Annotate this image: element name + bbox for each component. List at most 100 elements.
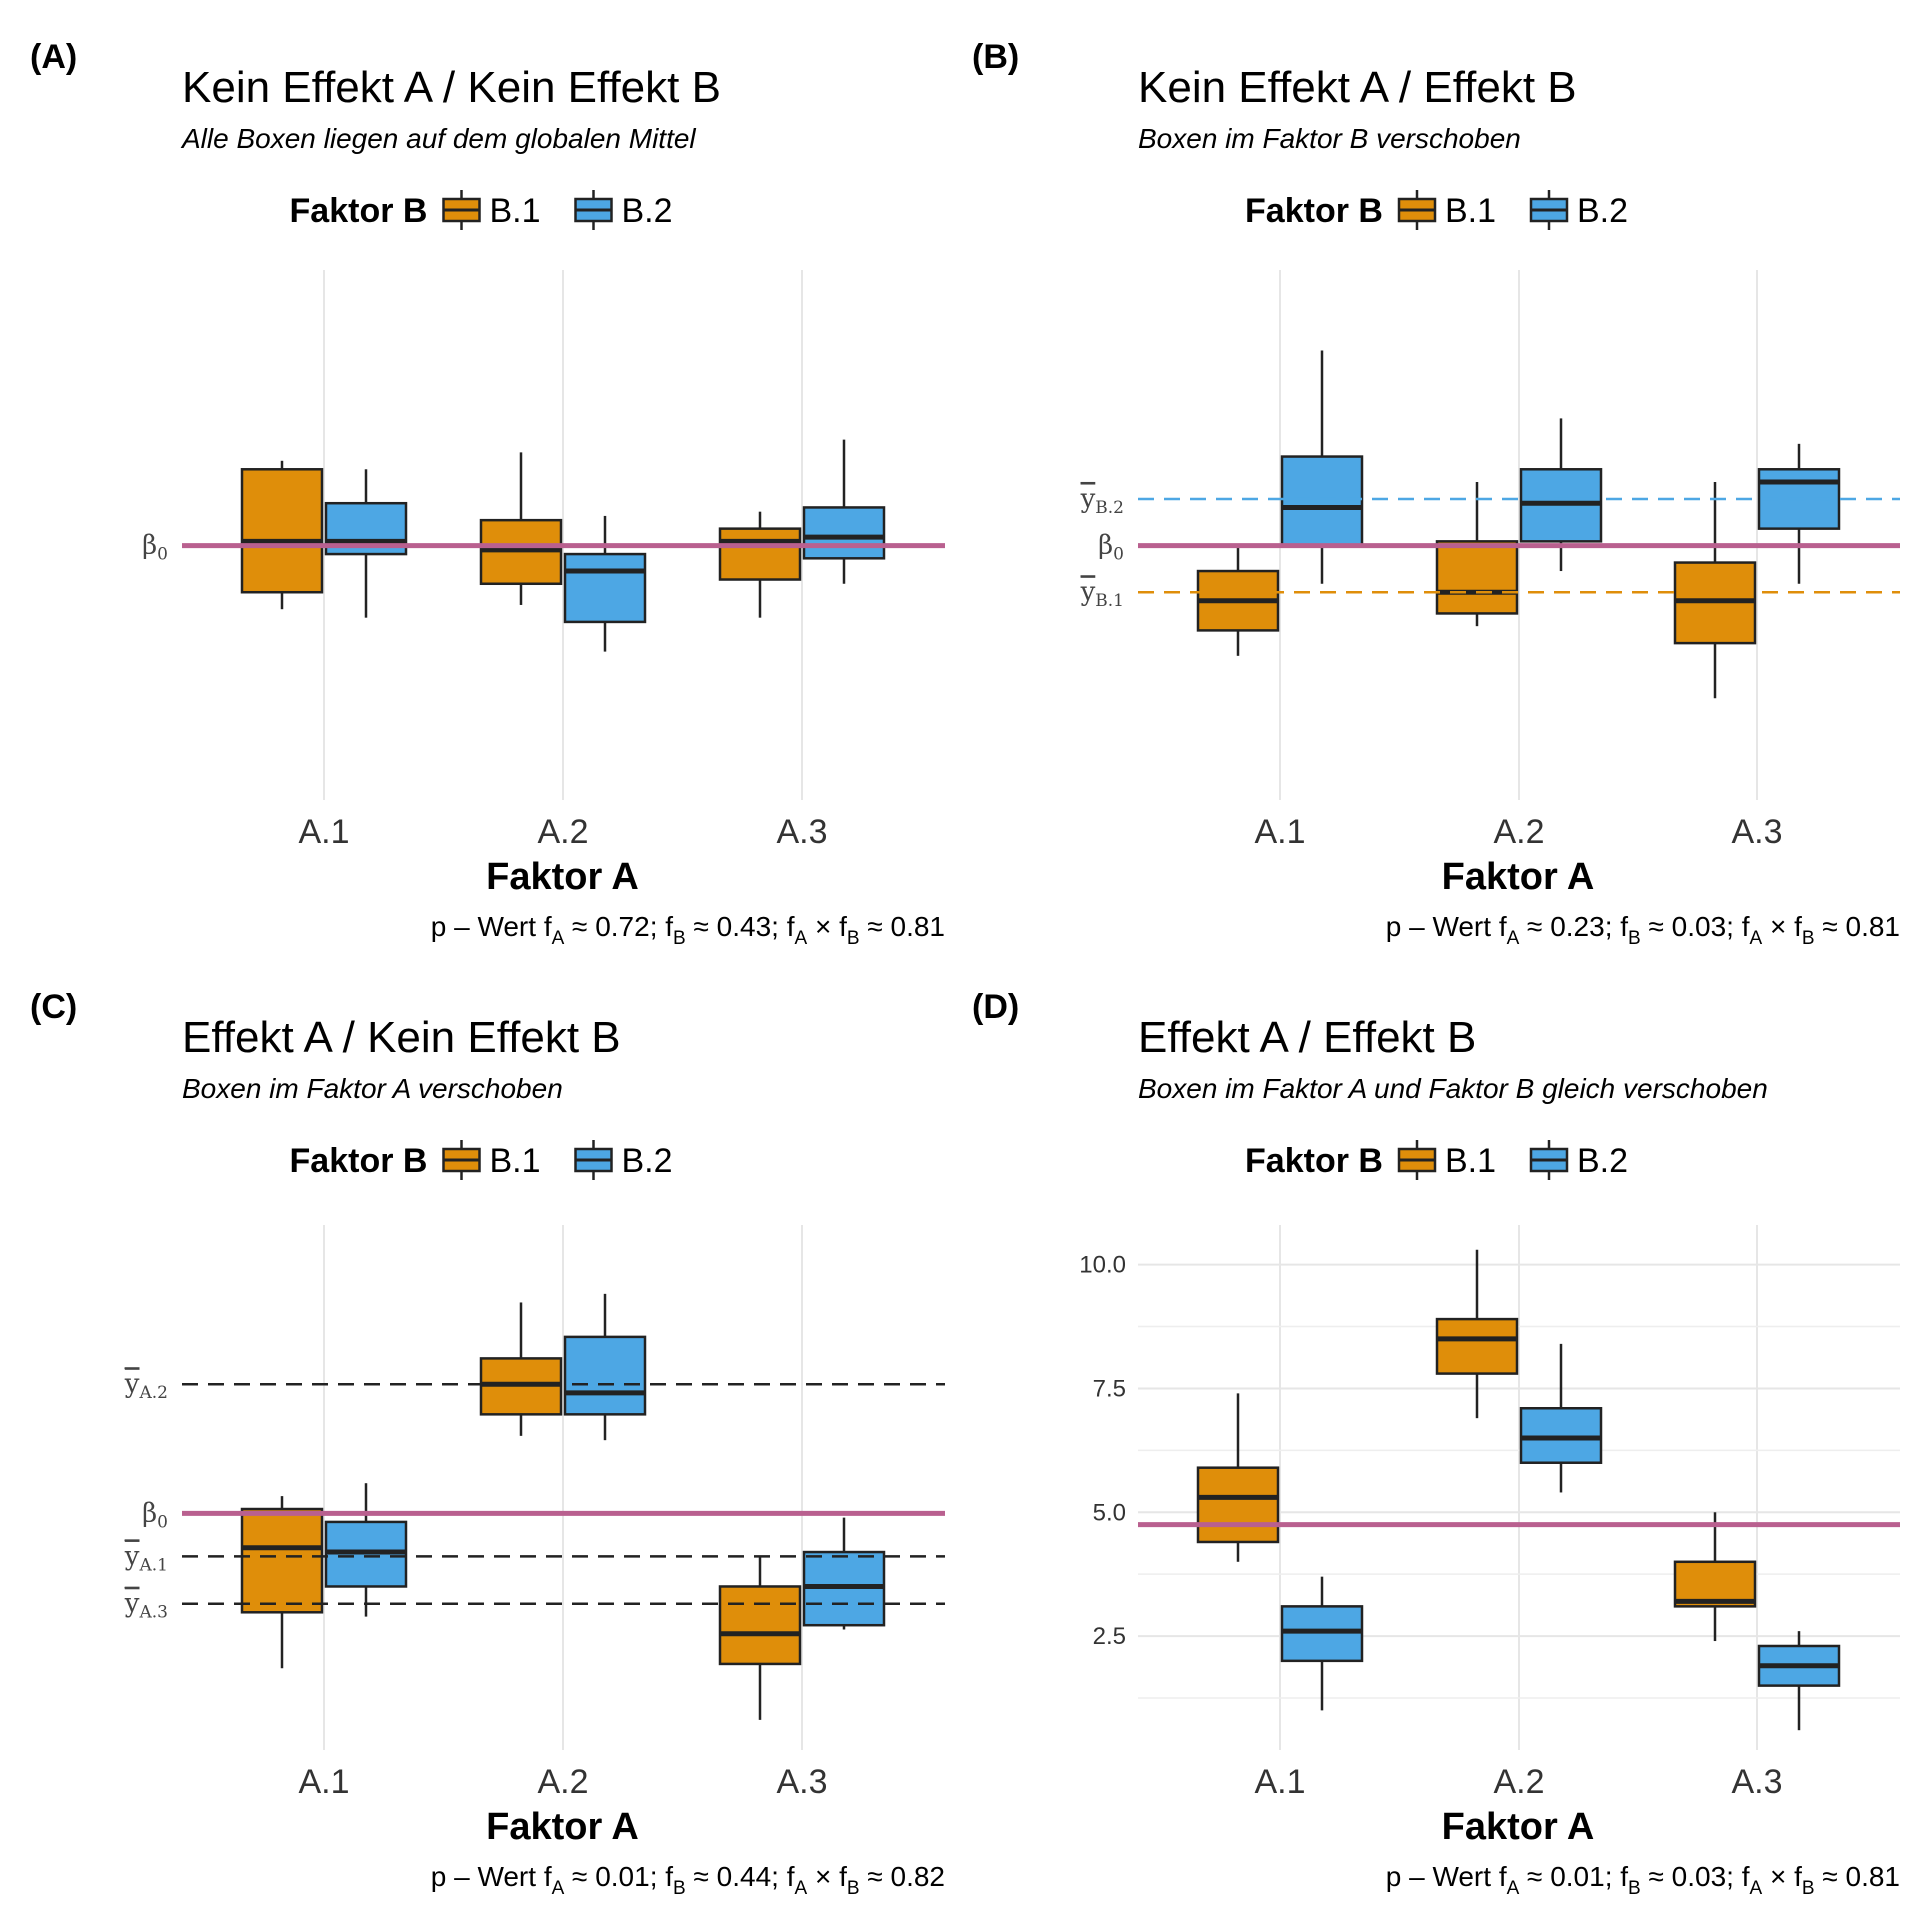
x-tick-label: A.2: [1493, 813, 1544, 851]
legend-label: B.1: [490, 1142, 541, 1180]
legend-key-b-2: [1529, 190, 1569, 230]
caption-subscript: B: [1802, 1878, 1815, 1899]
caption-subscript: B: [1628, 1878, 1641, 1899]
box-b-1-a-3: [1673, 482, 1757, 699]
reference-line-label: β0: [1098, 531, 1124, 565]
panel-tag: (C): [30, 988, 77, 1026]
box-iqr: [1435, 1317, 1519, 1375]
panel-a: (A) Kein Effekt A / Kein Effekt B Alle Box…: [30, 38, 945, 949]
box-b-1-a-1: [240, 460, 324, 610]
box-b-1-a-1: [1196, 545, 1280, 656]
reference-line-symbol: β: [1098, 531, 1113, 561]
y-tick-label: 5.0: [1093, 1499, 1126, 1526]
box-iqr: [718, 527, 802, 581]
caption-text: ≈ 0.03; f: [1641, 911, 1750, 942]
legend: Faktor B B.1 B.2: [290, 1140, 673, 1180]
reference-line: yB.2: [1080, 482, 1900, 518]
legend-label: B.1: [1445, 1142, 1496, 1180]
x-tick-label: A.1: [1254, 1763, 1305, 1801]
box-b-1-a-3: [718, 1556, 802, 1720]
caption-subscript: A: [552, 928, 565, 949]
box-b-1-a-2: [1435, 482, 1519, 627]
caption-text: ≈ 0.43; f: [686, 911, 795, 942]
reference-line-symbol: β: [142, 531, 157, 561]
box-b-2-a-2: [1519, 1343, 1603, 1493]
box-iqr: [240, 1507, 324, 1614]
panel-tag: (B): [972, 38, 1019, 76]
caption-subscript: B: [1802, 928, 1815, 949]
box-iqr: [718, 1585, 802, 1666]
legend-key-b-2: [574, 1140, 613, 1180]
caption-text: ≈ 0.82: [860, 1861, 945, 1892]
x-tick-label: A.1: [1254, 813, 1305, 851]
box-b-1-a-1: [240, 1496, 324, 1669]
reference-line-subscript: A.3: [139, 1603, 169, 1623]
caption-text: ≈ 0.23; f: [1519, 911, 1628, 942]
reference-line-subscript: 0: [157, 545, 168, 565]
reference-line-symbol: y: [124, 1589, 140, 1619]
reference-line-symbol: y: [124, 1369, 140, 1399]
box-b-1-a-3: [718, 511, 802, 618]
caption-prefix: p – Wert f: [431, 1861, 552, 1892]
box-b-2-a-1: [324, 1483, 408, 1617]
reference-line-label: yA.3: [124, 1589, 168, 1623]
caption-text: × f: [1762, 1861, 1802, 1892]
reference-line-label: β0: [142, 531, 168, 565]
y-tick-label: 10.0: [1079, 1252, 1126, 1279]
reference-line-subscript: A.2: [139, 1383, 169, 1403]
box-b-1-a-2: [1435, 1249, 1519, 1419]
caption-text: × f: [807, 1861, 847, 1892]
reference-line-label: yA.1: [124, 1541, 168, 1575]
caption-text: × f: [807, 911, 847, 942]
legend-title: Faktor B: [290, 192, 428, 230]
box-b-1-a-1: [1196, 1393, 1280, 1562]
caption: p – Wert fA ≈ 0.72; fB ≈ 0.43; fA × fB ≈…: [431, 911, 945, 949]
caption-text: ≈ 0.03; f: [1641, 1861, 1750, 1892]
caption-text: ≈ 0.01; f: [564, 1861, 673, 1892]
panel-subtitle: Alle Boxen liegen auf dem globalen Mitte…: [180, 123, 696, 154]
grid: [323, 270, 803, 800]
caption-subscript: A: [1507, 1878, 1520, 1899]
legend-label: B.1: [490, 192, 541, 230]
box-iqr: [802, 506, 886, 560]
legend-key-b-1: [442, 1140, 481, 1180]
x-tick-label: A.2: [537, 813, 588, 851]
reference-line-subscript: B.2: [1095, 498, 1124, 518]
caption-prefix: p – Wert f: [1386, 911, 1507, 942]
legend-label: B.2: [622, 1142, 673, 1180]
box-b-2-a-1: [1280, 1576, 1364, 1711]
legend-key-b-2: [574, 190, 613, 230]
panel-subtitle: Boxen im Faktor B verschoben: [1138, 123, 1521, 154]
reference-line-symbol: y: [1080, 577, 1096, 607]
caption-subscript: A: [1507, 928, 1520, 949]
box-b-1-a-2: [479, 452, 563, 605]
reference-line: yA.1: [124, 1539, 945, 1575]
box-b-2-a-2: [1519, 418, 1603, 572]
legend-key-b-1: [1397, 190, 1437, 230]
legend-key-b-2: [1529, 1140, 1569, 1180]
reference-line: β0: [142, 1498, 945, 1532]
reference-line-symbol: y: [1080, 484, 1096, 514]
legend-title: Faktor B: [1245, 1142, 1383, 1180]
caption-subscript: A: [795, 1878, 808, 1899]
panel-title: Kein Effekt A / Kein Effekt B: [182, 63, 721, 112]
panel-title: Kein Effekt A / Effekt B: [1138, 63, 1577, 112]
x-tick-label: A.3: [776, 1763, 827, 1801]
box-iqr: [1280, 455, 1364, 547]
legend-key-b-1: [1397, 1140, 1437, 1180]
reference-line-subscript: 0: [157, 1512, 168, 1532]
legend: Faktor B B.1 B.2: [1245, 190, 1628, 230]
caption-subscript: B: [847, 928, 860, 949]
reference-line: yA.2: [124, 1367, 945, 1403]
legend-label: B.2: [622, 192, 673, 230]
caption-text: ≈ 0.81: [1815, 911, 1900, 942]
panel-title: Effekt A / Effekt B: [1138, 1013, 1476, 1062]
reference-line: yA.3: [124, 1586, 945, 1623]
x-axis-label: Faktor A: [486, 1806, 639, 1848]
box-iqr: [1196, 1466, 1280, 1544]
caption-subscript: A: [552, 1878, 565, 1899]
panel-tag: (A): [30, 38, 77, 76]
caption-text: × f: [1762, 911, 1802, 942]
panel-subtitle: Boxen im Faktor A und Faktor B gleich ve…: [1138, 1073, 1768, 1104]
caption-subscript: A: [1750, 1878, 1763, 1899]
